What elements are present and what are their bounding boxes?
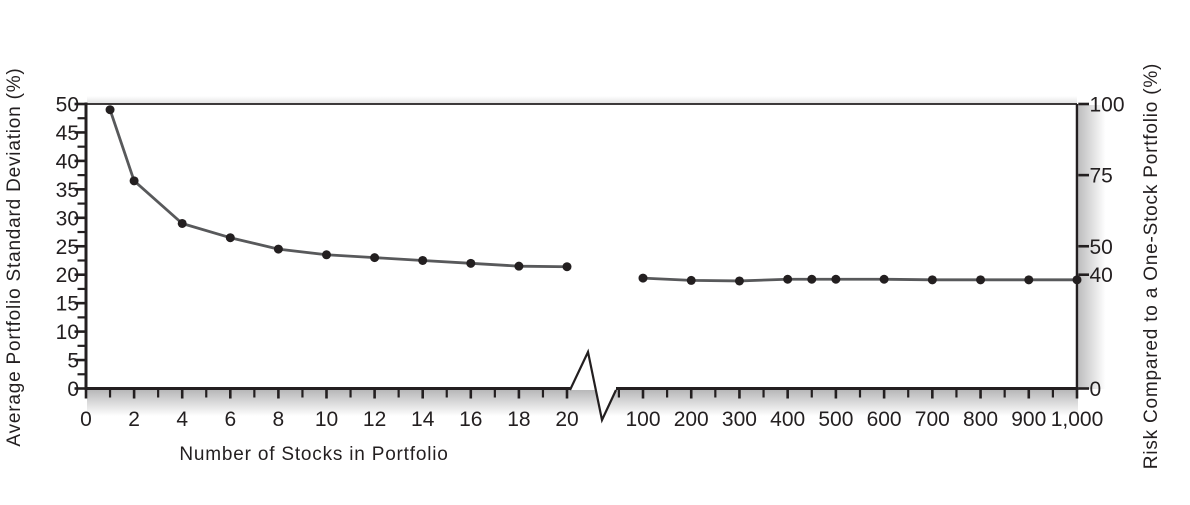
- y-left-tick-label: 15: [56, 293, 79, 316]
- data-point-marker: [879, 274, 889, 284]
- y-axis-left-title: Average Portfolio Standard Deviation (%): [4, 67, 25, 446]
- data-point-marker: [831, 274, 841, 284]
- y-left-tick-label: 50: [56, 94, 79, 117]
- y-left-tick-label: 0: [67, 378, 79, 401]
- y-right-tick-label: 100: [1090, 94, 1125, 117]
- y-left-tick-label: 25: [56, 236, 79, 259]
- x-tick-label: 8: [273, 408, 285, 431]
- frame-shadow-top: [87, 96, 1077, 104]
- axis-break-zigzag: [569, 348, 617, 424]
- x-tick-label: 400: [770, 408, 805, 431]
- x-tick-label: 20: [555, 408, 578, 431]
- y-left-tick-label: 10: [56, 321, 79, 344]
- y-left-tick-label: 40: [56, 150, 79, 173]
- data-point-marker: [562, 262, 572, 272]
- series-line-segment1: [108, 108, 569, 269]
- x-tick-label: 18: [507, 408, 530, 431]
- data-point-marker: [686, 275, 696, 285]
- data-point-marker: [927, 275, 937, 285]
- x-tick-label: 4: [176, 408, 188, 431]
- x-tick-label: 16: [459, 408, 482, 431]
- y-right-tick-label: 50: [1090, 236, 1113, 259]
- y-left-tick-label: 35: [56, 179, 79, 202]
- x-tick-label: 0: [80, 408, 92, 431]
- x-tick-label: 900: [1011, 408, 1046, 431]
- x-tick-label: 10: [315, 408, 338, 431]
- y-axis-right-title: Risk Compared to a One-Stock Portfolio (…: [1141, 63, 1162, 469]
- data-point-marker: [783, 274, 793, 284]
- x-tick-label: 500: [818, 408, 853, 431]
- frame-shadow: [87, 96, 1106, 416]
- x-axis-title: Number of Stocks in Portfolio: [179, 444, 448, 465]
- data-point-marker: [273, 244, 283, 254]
- frame-shadow-bottom: [87, 390, 1078, 416]
- y-left-tick-label: 30: [56, 207, 79, 230]
- x-tick-label: 14: [411, 408, 435, 431]
- x-tick-label: 1,000: [1051, 408, 1104, 431]
- series-line-segment2: [641, 276, 1079, 283]
- y-right-tick-label: 75: [1090, 165, 1113, 188]
- data-point-marker: [322, 250, 331, 260]
- data-point-marker: [514, 261, 524, 271]
- data-point-marker: [638, 273, 648, 283]
- x-tick-label: 2: [128, 408, 140, 431]
- tick-marks: [74, 102, 1089, 399]
- data-point-marker: [418, 255, 428, 265]
- x-tick-label: 700: [915, 408, 950, 431]
- data-point-marker: [734, 276, 744, 286]
- y-left-tick-label: 5: [67, 350, 79, 373]
- data-series: [105, 105, 1082, 286]
- y-left-tick-label: 20: [56, 264, 79, 287]
- data-point-marker: [370, 253, 380, 263]
- x-axis-break: [569, 348, 617, 424]
- x-tick-label: 6: [224, 408, 236, 431]
- x-tick-label: 600: [867, 408, 902, 431]
- data-point-marker: [105, 105, 115, 115]
- y-left-tick-label: 45: [56, 122, 79, 145]
- data-point-marker: [129, 176, 139, 186]
- data-point-marker: [1024, 275, 1034, 285]
- axes: [84, 102, 1079, 390]
- x-tick-label: 100: [625, 408, 660, 431]
- x-tick-label: 300: [722, 408, 757, 431]
- data-point-marker: [1072, 275, 1082, 285]
- x-tick-label: 800: [963, 408, 998, 431]
- data-point-marker: [976, 275, 986, 285]
- data-point-marker: [807, 274, 817, 284]
- data-point-marker: [466, 258, 476, 268]
- x-tick-label: 200: [674, 408, 709, 431]
- x-tick-label: 12: [363, 408, 386, 431]
- data-point-marker: [177, 218, 187, 228]
- data-point-marker: [225, 233, 235, 243]
- y-right-tick-label: 0: [1090, 378, 1102, 401]
- y-right-tick-label: 40: [1090, 264, 1113, 287]
